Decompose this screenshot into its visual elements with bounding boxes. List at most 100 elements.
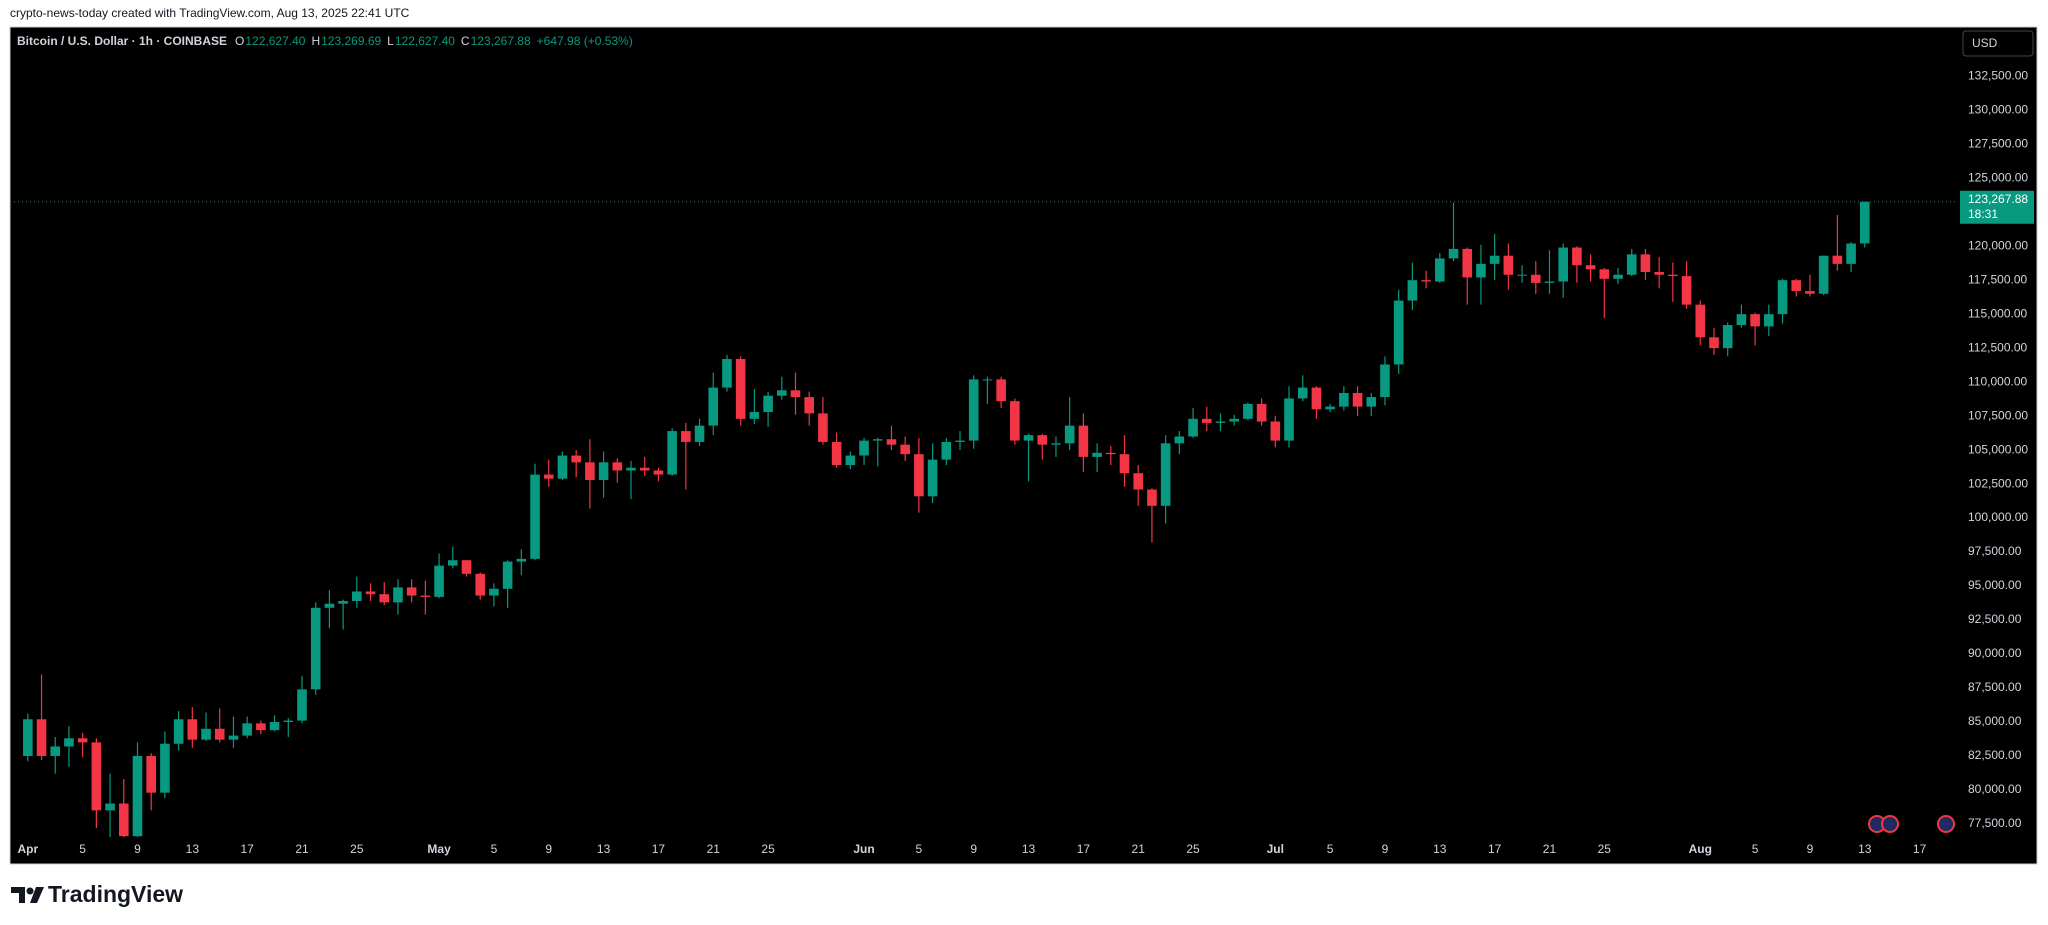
x-tick-label: 9 xyxy=(1382,842,1389,856)
currency-label: USD xyxy=(1972,36,1998,50)
candle-body xyxy=(1517,274,1527,276)
candle-body xyxy=(1572,247,1582,266)
candle-body xyxy=(1544,281,1555,283)
y-tick-label: 107,500.00 xyxy=(1968,408,2028,422)
ohlc-value: 122,627.40 xyxy=(245,34,305,48)
candle-body xyxy=(872,439,883,441)
ohlc-label: L xyxy=(387,34,394,48)
candle-body xyxy=(1736,314,1747,326)
candle-body xyxy=(1201,418,1212,423)
candle-body xyxy=(365,591,376,595)
candle-body xyxy=(1722,325,1733,349)
candle-body xyxy=(1695,304,1706,338)
x-tick-label: 5 xyxy=(916,842,923,856)
candle-body xyxy=(160,743,170,793)
ohlc-value: 123,267.88 xyxy=(471,34,531,48)
candle-body xyxy=(187,719,198,740)
legend-header: Bitcoin / U.S. Dollar · 1h · COINBASE O 12… xyxy=(17,34,633,48)
x-tick-label: May xyxy=(427,842,451,856)
candle-body xyxy=(900,444,910,455)
candle-body xyxy=(1791,280,1802,292)
candle-body xyxy=(1435,258,1445,282)
candle-body xyxy=(1530,274,1541,283)
candle-body xyxy=(804,397,815,414)
y-tick-label: 82,500.00 xyxy=(1968,748,2022,762)
candle-body xyxy=(338,601,348,604)
candle-body xyxy=(475,573,486,596)
candle-body xyxy=(859,440,869,456)
candle-body xyxy=(214,728,225,740)
candle-body xyxy=(1078,425,1089,457)
candle-body xyxy=(297,689,307,721)
y-tick-label: 120,000.00 xyxy=(1968,238,2028,252)
candle-body xyxy=(626,467,636,471)
candle-body xyxy=(776,390,787,396)
candle-body xyxy=(1393,300,1404,365)
y-tick-label: 80,000.00 xyxy=(1968,782,2022,796)
candle-body xyxy=(831,441,842,466)
candle-body xyxy=(927,459,938,497)
candle-body xyxy=(1160,443,1171,506)
candle-body xyxy=(1297,387,1308,399)
candle-body xyxy=(1352,393,1363,407)
x-tick-label: 21 xyxy=(1132,842,1146,856)
candle-body xyxy=(1133,473,1144,490)
y-tick-label: 92,500.00 xyxy=(1968,612,2022,626)
y-tick-label: 127,500.00 xyxy=(1968,136,2028,150)
candle-body xyxy=(1599,269,1610,279)
x-tick-label: 25 xyxy=(1598,842,1612,856)
x-tick-label: 17 xyxy=(1488,842,1502,856)
candle-body xyxy=(256,723,266,731)
x-tick-label: 13 xyxy=(597,842,611,856)
candle-body xyxy=(201,728,211,740)
x-tick-label: 21 xyxy=(1543,842,1557,856)
candle-body xyxy=(818,413,828,442)
y-tick-label: 117,500.00 xyxy=(1968,272,2027,286)
candle-body xyxy=(393,587,403,603)
candle-body xyxy=(23,719,33,756)
chart-frame xyxy=(9,26,2038,865)
candle-body xyxy=(50,746,61,756)
candle-body xyxy=(653,470,664,475)
x-tick-label: 9 xyxy=(1807,842,1814,856)
x-tick-label: 17 xyxy=(240,842,254,856)
logo-mark xyxy=(11,887,44,903)
event-icons xyxy=(1868,815,1955,833)
candle-body xyxy=(694,425,705,442)
candle-body xyxy=(461,560,472,574)
candle-body xyxy=(36,719,47,756)
ohlc-label: O xyxy=(235,34,244,48)
currency-button[interactable] xyxy=(1962,30,2034,57)
candle-body xyxy=(845,455,856,466)
x-tick-label: 17 xyxy=(1913,842,1927,856)
candle-body xyxy=(571,455,581,463)
candle-body xyxy=(1106,452,1116,455)
candle-body xyxy=(1064,425,1075,444)
candle-body xyxy=(1764,314,1774,327)
x-tick-label: 9 xyxy=(970,842,977,856)
candle-body xyxy=(1681,276,1692,305)
candle-body xyxy=(598,462,609,481)
y-tick-label: 85,000.00 xyxy=(1968,714,2022,728)
candle-body xyxy=(1325,406,1335,410)
candle-body xyxy=(352,591,362,602)
candle-body xyxy=(530,474,540,559)
candle-body xyxy=(1613,274,1623,279)
candle-body xyxy=(1010,401,1020,441)
x-tick-label: 21 xyxy=(295,842,309,856)
candle-body xyxy=(132,755,143,837)
candle-body xyxy=(968,379,979,441)
candle-body xyxy=(1119,454,1130,474)
last-price-box xyxy=(1960,190,2034,224)
candle-body xyxy=(886,439,897,445)
candle-body xyxy=(1147,489,1157,506)
candle-body xyxy=(1380,364,1390,398)
candle-body xyxy=(434,565,444,597)
candle-body xyxy=(1256,403,1267,422)
candle-body xyxy=(1503,255,1514,275)
candle-body xyxy=(1777,280,1788,315)
candle-body xyxy=(228,735,239,740)
candle-body xyxy=(612,462,623,471)
candle-body xyxy=(1462,248,1473,278)
